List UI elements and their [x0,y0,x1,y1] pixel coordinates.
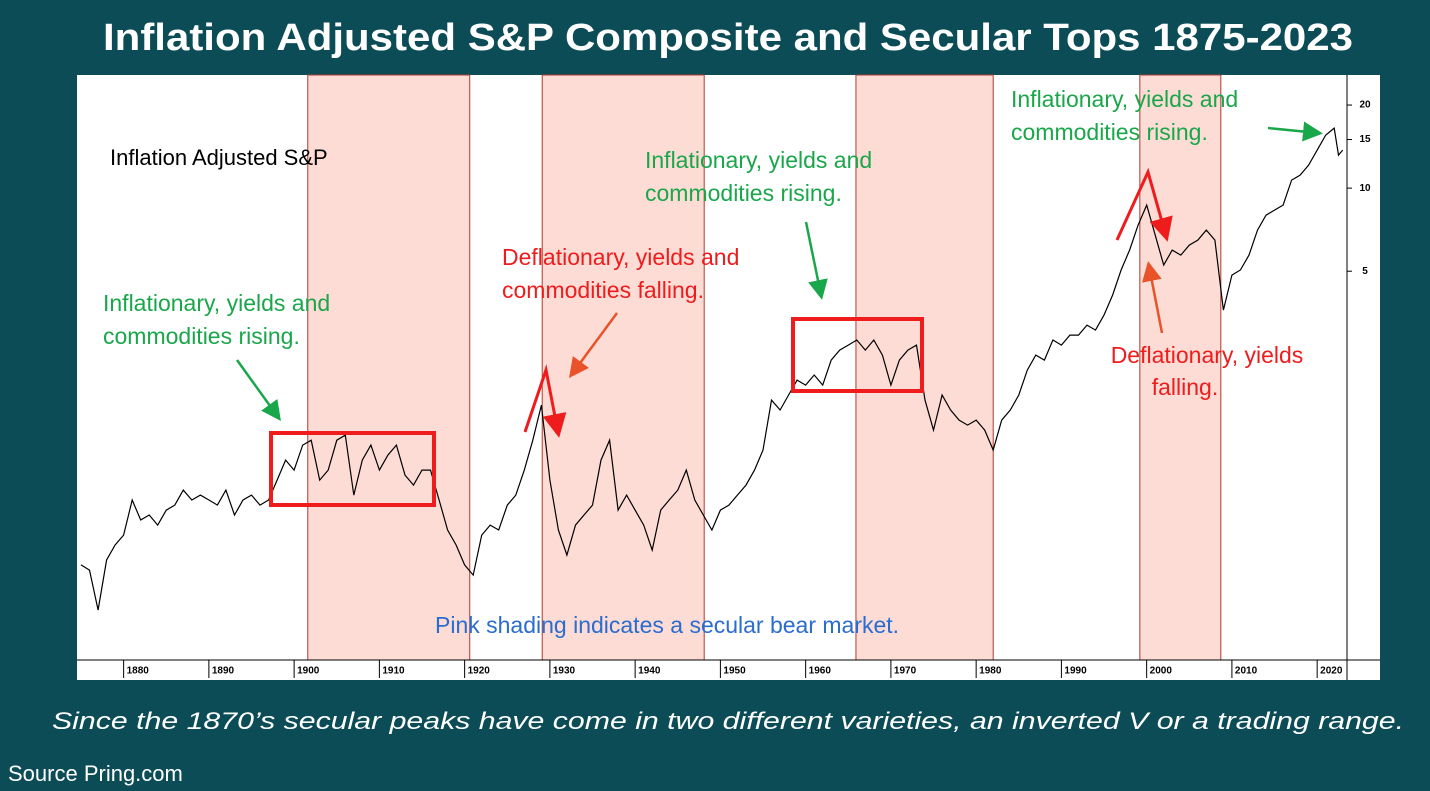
x-tick-label: 1910 [382,666,405,677]
inverted-v-arrow [1115,167,1173,242]
arrow [804,221,828,300]
bear-shade [307,74,471,661]
range-box [269,431,436,507]
x-tick-label: 1900 [297,666,320,677]
plot: 1880 1890 1900 1910 1920 1930 1940 1950 1960 1970… [77,74,1380,680]
x-tick-label: 2010 [1235,666,1258,677]
source: Source Pring.com [8,761,183,786]
note: Pink shading indicates a secular bear ma… [435,612,899,638]
overlay: Inflation Adjusted S&P Inflationary, yie… [103,86,1323,638]
x-tick-label: 1950 [723,666,746,677]
bear-shade [855,74,994,661]
x-tick-label: 1970 [894,666,917,677]
y-tick-label: 5 [1362,266,1368,277]
arrow [1267,121,1323,142]
x-tick-label: 1960 [809,666,832,677]
x-tick-label: 2020 [1320,666,1343,677]
y-tick-label: 20 [1359,100,1371,111]
annotation: commodities falling. [502,277,704,303]
annotation: commodities rising. [645,180,842,206]
x-tick-label: 1920 [468,666,491,677]
annotation: Deflationary, yields and [502,244,739,270]
y-tick-label: 10 [1359,183,1371,194]
x-tick-label: 1930 [553,666,576,677]
bear-shade [1139,74,1222,661]
arrow [569,312,619,379]
annotation: Inflationary, yields and [1011,86,1238,112]
arrow [235,359,281,422]
x-tick-label: 1940 [638,666,661,677]
x-tick-label: 1990 [1064,666,1087,677]
x-tick-label: 2000 [1150,666,1173,677]
annotation: commodities rising. [103,323,300,349]
annotation: Inflationary, yields and [645,147,872,173]
annotation: Inflationary, yields and [103,290,330,316]
inverted-v-arrow [523,364,567,438]
series-label: Inflation Adjusted S&P [110,145,328,170]
annotation: Deflationary, yields [1111,342,1304,368]
annotation: falling. [1152,374,1218,400]
price-line [80,126,1344,611]
y-tick-label: 15 [1359,134,1371,145]
x-tick-label: 1890 [212,666,235,677]
x-tick-label: 1980 [979,666,1002,677]
range-box [791,317,924,393]
title: Inflation Adjusted S&P Composite and Sec… [103,17,1353,59]
arrow [1142,261,1164,334]
x-tick-label: 1880 [127,666,150,677]
annotation: commodities rising. [1011,119,1208,145]
subtitle: Since the 1870’s secular peaks have come… [52,708,1404,735]
